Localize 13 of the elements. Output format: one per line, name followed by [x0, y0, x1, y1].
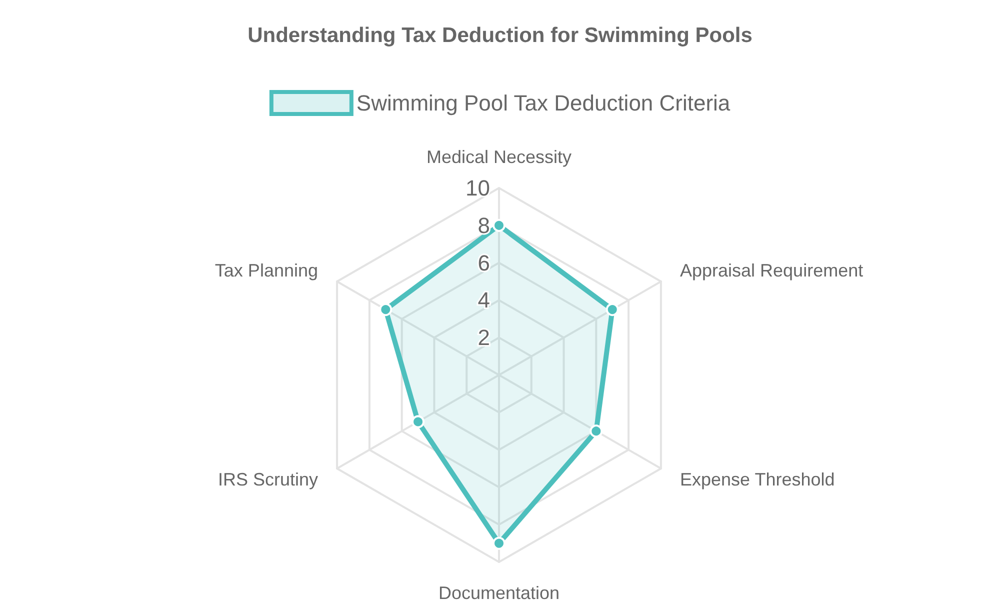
y-tick-label: 8: [478, 212, 490, 238]
spoke-label: Expense Threshold: [680, 470, 835, 490]
chart-title: Understanding Tax Deduction for Swimming Pools: [248, 24, 752, 47]
y-tick-label: 4: [478, 288, 490, 313]
y-tick-label: 2: [478, 325, 490, 350]
legend-label: Swimming Pool Tax Deduction Criteria: [356, 90, 731, 116]
y-tick-label: 6: [478, 250, 490, 276]
spoke-label: Medical Necessity: [426, 147, 572, 167]
spoke-label: IRS Scrutiny: [218, 470, 318, 490]
spoke-label: Documentation: [438, 583, 560, 600]
spoke-label: Tax Planning: [214, 260, 318, 280]
y-tick-label: 10: [466, 176, 490, 200]
spoke-label: Appraisal Requirement: [680, 260, 864, 280]
